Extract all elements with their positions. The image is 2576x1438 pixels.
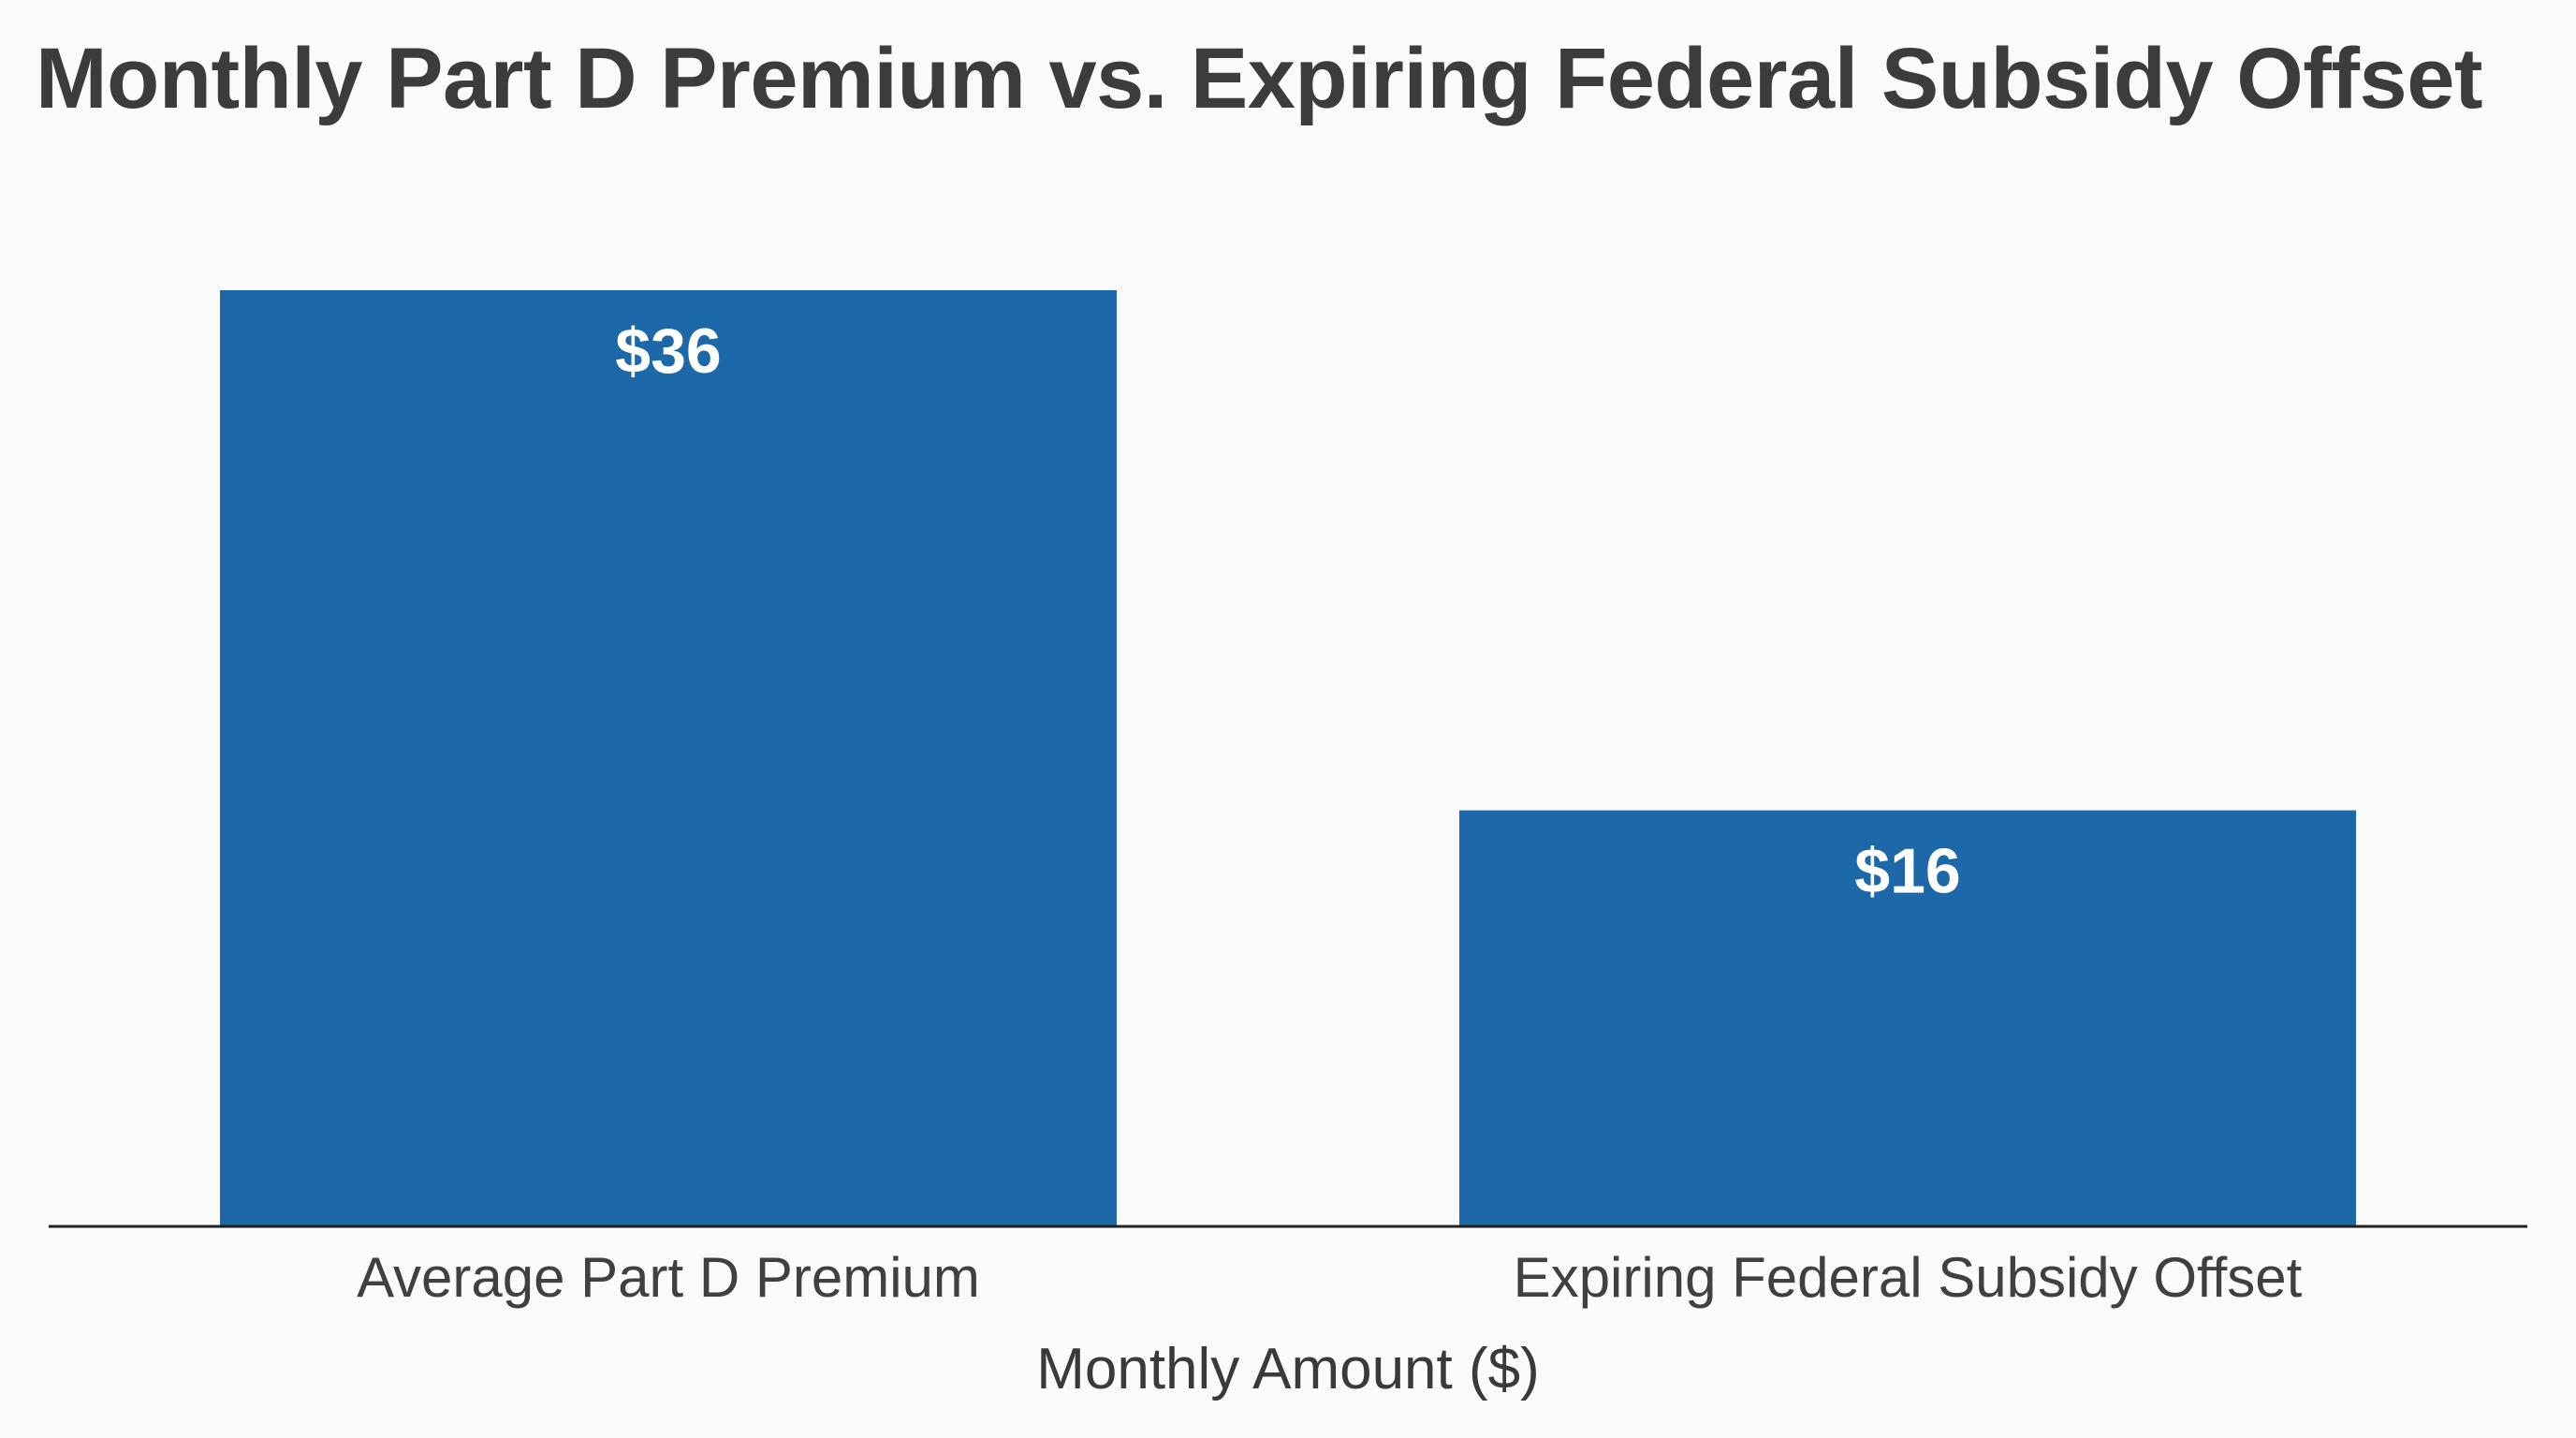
bar-2 [1459, 810, 2356, 1226]
x-tick-labels: Average Part D Premium Expiring Federal S… [357, 1246, 2303, 1309]
bars-layer: $36 $16 [220, 290, 2356, 1226]
x-tick-label-2: Expiring Federal Subsidy Offset [1514, 1246, 2303, 1309]
bar-1 [220, 290, 1117, 1226]
x-axis-title: Monthly Amount ($) [1036, 1337, 1540, 1401]
bar-value-label-2: $16 [1854, 836, 1960, 907]
bar-value-label-1: $36 [615, 315, 721, 387]
chart-title: Monthly Part D Premium vs. Expiring Fede… [36, 31, 2483, 126]
x-tick-label-1: Average Part D Premium [357, 1246, 980, 1309]
